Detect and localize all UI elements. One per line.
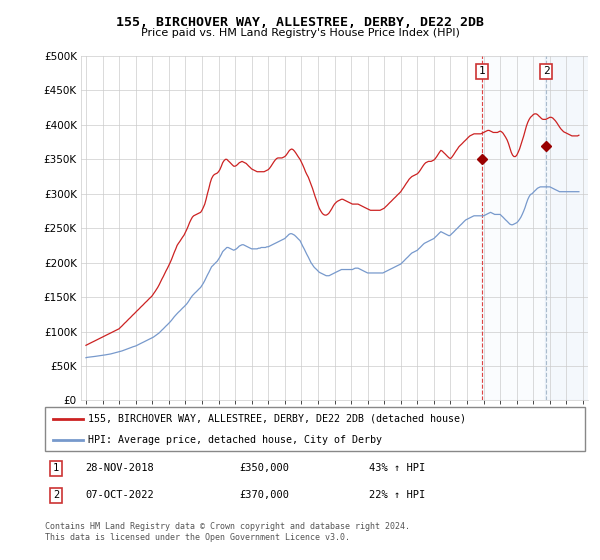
Text: 155, BIRCHOVER WAY, ALLESTREE, DERBY, DE22 2DB (detached house): 155, BIRCHOVER WAY, ALLESTREE, DERBY, DE…	[88, 414, 466, 424]
Text: HPI: Average price, detached house, City of Derby: HPI: Average price, detached house, City…	[88, 435, 382, 445]
FancyBboxPatch shape	[45, 407, 585, 451]
Text: 1: 1	[479, 67, 485, 77]
Bar	[481, 56, 545, 400]
Text: 07-OCT-2022: 07-OCT-2022	[86, 491, 154, 501]
Text: 1: 1	[53, 463, 59, 473]
Text: Price paid vs. HM Land Registry's House Price Index (HPI): Price paid vs. HM Land Registry's House …	[140, 28, 460, 38]
Text: 2: 2	[543, 67, 550, 77]
Text: 28-NOV-2018: 28-NOV-2018	[86, 463, 154, 473]
Text: 2: 2	[53, 491, 59, 501]
Text: £350,000: £350,000	[239, 463, 289, 473]
Text: 155, BIRCHOVER WAY, ALLESTREE, DERBY, DE22 2DB: 155, BIRCHOVER WAY, ALLESTREE, DERBY, DE…	[116, 16, 484, 29]
Text: 22% ↑ HPI: 22% ↑ HPI	[369, 491, 425, 501]
Bar	[545, 56, 592, 400]
Text: This data is licensed under the Open Government Licence v3.0.: This data is licensed under the Open Gov…	[45, 533, 350, 542]
Text: 43% ↑ HPI: 43% ↑ HPI	[369, 463, 425, 473]
Text: Contains HM Land Registry data © Crown copyright and database right 2024.: Contains HM Land Registry data © Crown c…	[45, 522, 410, 531]
Text: £370,000: £370,000	[239, 491, 289, 501]
